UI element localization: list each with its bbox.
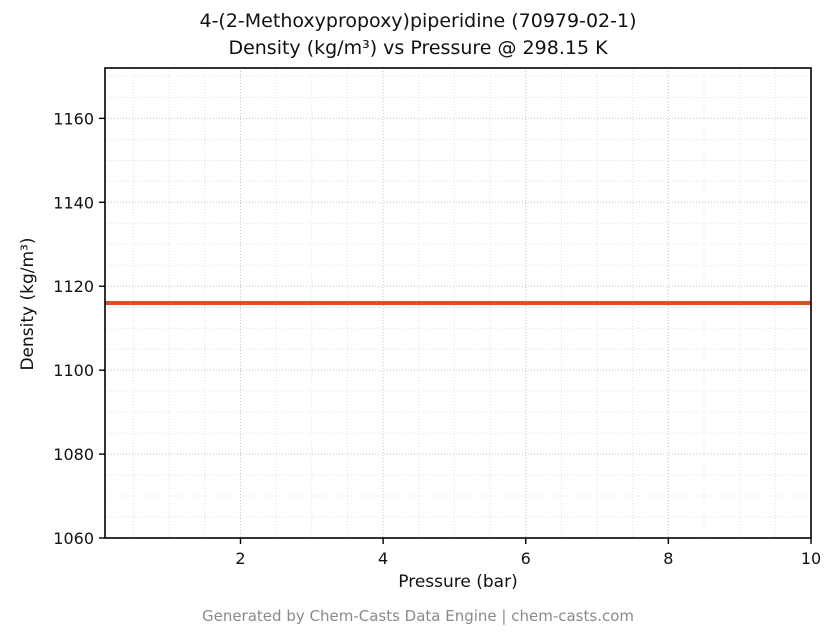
y-axis-label: Density (kg/m³) [18, 237, 38, 371]
chart-title-line1: 4-(2-Methoxypropoxy)piperidine (70979-02… [199, 10, 637, 32]
x-tick-label: 2 [235, 549, 245, 568]
y-tick-label: 1120 [53, 277, 94, 296]
y-tick-label: 1080 [53, 445, 94, 464]
chart-title: 4-(2-Methoxypropoxy)piperidine (70979-02… [0, 8, 836, 62]
x-axis-label: Pressure (bar) [398, 572, 518, 592]
y-tick-label: 1140 [53, 193, 94, 212]
x-tick-label: 8 [663, 549, 673, 568]
y-tick-label: 1160 [53, 109, 94, 128]
x-tick-label: 6 [521, 549, 531, 568]
x-tick-label: 10 [801, 549, 821, 568]
y-tick-label: 1100 [53, 361, 94, 380]
watermark-footer: Generated by Chem-Casts Data Engine | ch… [201, 607, 635, 625]
y-tick-label: 1060 [53, 529, 94, 548]
chart-title-line2: Density (kg/m³) vs Pressure @ 298.15 K [228, 37, 608, 59]
plot-frame [104, 67, 812, 539]
x-tick-label: 4 [378, 549, 388, 568]
